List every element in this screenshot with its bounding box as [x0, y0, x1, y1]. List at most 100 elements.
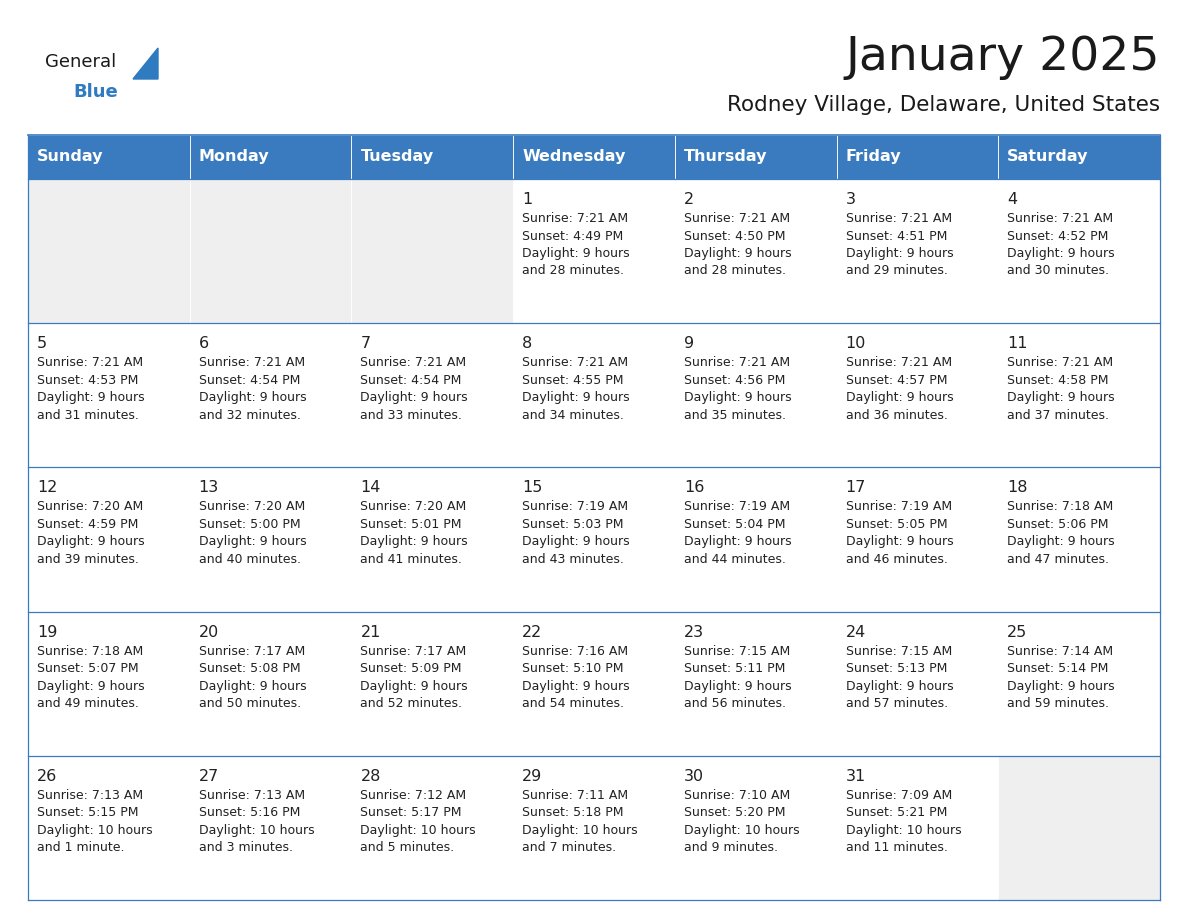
Text: and 50 minutes.: and 50 minutes.	[198, 697, 301, 711]
Text: and 30 minutes.: and 30 minutes.	[1007, 264, 1110, 277]
Text: 21: 21	[360, 624, 381, 640]
Bar	[836, 467, 998, 611]
Text: 14: 14	[360, 480, 381, 496]
Text: and 36 minutes.: and 36 minutes.	[846, 409, 948, 421]
Text: Sunset: 5:15 PM: Sunset: 5:15 PM	[37, 806, 139, 819]
Text: 10: 10	[846, 336, 866, 352]
Text: Sunrise: 7:12 AM: Sunrise: 7:12 AM	[360, 789, 467, 801]
Text: Sunrise: 7:21 AM: Sunrise: 7:21 AM	[360, 356, 467, 369]
Text: 3: 3	[846, 192, 855, 207]
Text: Sunrise: 7:21 AM: Sunrise: 7:21 AM	[37, 356, 143, 369]
Text: Sunrise: 7:21 AM: Sunrise: 7:21 AM	[684, 212, 790, 225]
Text: and 49 minutes.: and 49 minutes.	[37, 697, 139, 711]
Text: 4: 4	[1007, 192, 1017, 207]
Bar	[190, 611, 352, 756]
Text: Sunset: 5:11 PM: Sunset: 5:11 PM	[684, 662, 785, 675]
Text: Sunset: 5:03 PM: Sunset: 5:03 PM	[523, 518, 624, 531]
Text: and 5 minutes.: and 5 minutes.	[360, 841, 455, 855]
Text: and 54 minutes.: and 54 minutes.	[523, 697, 624, 711]
Text: 6: 6	[198, 336, 209, 352]
Text: 25: 25	[1007, 624, 1028, 640]
Text: Sunrise: 7:21 AM: Sunrise: 7:21 AM	[1007, 356, 1113, 369]
Text: Daylight: 9 hours: Daylight: 9 hours	[1007, 391, 1114, 404]
Text: and 39 minutes.: and 39 minutes.	[37, 553, 139, 565]
Text: 2: 2	[684, 192, 694, 207]
Text: Sunrise: 7:21 AM: Sunrise: 7:21 AM	[846, 212, 952, 225]
Bar	[998, 179, 1159, 323]
Bar	[836, 135, 998, 179]
Text: Rodney Village, Delaware, United States: Rodney Village, Delaware, United States	[727, 95, 1159, 115]
Text: Sunset: 4:49 PM: Sunset: 4:49 PM	[523, 230, 624, 242]
Text: Sunset: 5:16 PM: Sunset: 5:16 PM	[198, 806, 301, 819]
Bar	[352, 135, 513, 179]
Text: Sunrise: 7:21 AM: Sunrise: 7:21 AM	[523, 356, 628, 369]
Bar	[29, 756, 190, 900]
Text: 16: 16	[684, 480, 704, 496]
Text: Sunset: 5:21 PM: Sunset: 5:21 PM	[846, 806, 947, 819]
Text: and 28 minutes.: and 28 minutes.	[523, 264, 624, 277]
Text: Sunset: 5:13 PM: Sunset: 5:13 PM	[846, 662, 947, 675]
Text: Sunrise: 7:10 AM: Sunrise: 7:10 AM	[684, 789, 790, 801]
Text: and 28 minutes.: and 28 minutes.	[684, 264, 785, 277]
Bar	[513, 323, 675, 467]
Text: Daylight: 9 hours: Daylight: 9 hours	[198, 391, 307, 404]
Text: 28: 28	[360, 768, 381, 784]
Text: Daylight: 9 hours: Daylight: 9 hours	[360, 391, 468, 404]
Bar	[836, 179, 998, 323]
Bar	[675, 135, 836, 179]
Bar	[352, 179, 513, 323]
Text: and 41 minutes.: and 41 minutes.	[360, 553, 462, 565]
Text: Daylight: 10 hours: Daylight: 10 hours	[37, 823, 152, 837]
Text: Sunset: 5:04 PM: Sunset: 5:04 PM	[684, 518, 785, 531]
Bar	[190, 323, 352, 467]
Text: Daylight: 9 hours: Daylight: 9 hours	[523, 679, 630, 692]
Bar	[29, 179, 190, 323]
Text: and 57 minutes.: and 57 minutes.	[846, 697, 948, 711]
Text: Sunrise: 7:21 AM: Sunrise: 7:21 AM	[523, 212, 628, 225]
Text: and 1 minute.: and 1 minute.	[37, 841, 125, 855]
Bar	[836, 323, 998, 467]
Text: Daylight: 10 hours: Daylight: 10 hours	[684, 823, 800, 837]
Text: Sunrise: 7:14 AM: Sunrise: 7:14 AM	[1007, 644, 1113, 657]
Text: Daylight: 10 hours: Daylight: 10 hours	[523, 823, 638, 837]
Text: Sunset: 4:51 PM: Sunset: 4:51 PM	[846, 230, 947, 242]
Text: Sunrise: 7:19 AM: Sunrise: 7:19 AM	[684, 500, 790, 513]
Bar	[513, 611, 675, 756]
Text: Sunset: 4:57 PM: Sunset: 4:57 PM	[846, 374, 947, 386]
Text: 13: 13	[198, 480, 219, 496]
Text: Sunrise: 7:18 AM: Sunrise: 7:18 AM	[37, 644, 144, 657]
Text: 26: 26	[37, 768, 57, 784]
Text: Daylight: 9 hours: Daylight: 9 hours	[360, 679, 468, 692]
Text: Sunset: 5:00 PM: Sunset: 5:00 PM	[198, 518, 301, 531]
Text: and 3 minutes.: and 3 minutes.	[198, 841, 292, 855]
Bar	[190, 179, 352, 323]
Text: Wednesday: Wednesday	[523, 150, 626, 164]
Text: Daylight: 9 hours: Daylight: 9 hours	[1007, 247, 1114, 260]
Text: Sunrise: 7:11 AM: Sunrise: 7:11 AM	[523, 789, 628, 801]
Text: Sunset: 5:05 PM: Sunset: 5:05 PM	[846, 518, 947, 531]
Text: Daylight: 9 hours: Daylight: 9 hours	[523, 535, 630, 548]
Text: General: General	[45, 53, 116, 71]
Text: Sunset: 4:58 PM: Sunset: 4:58 PM	[1007, 374, 1108, 386]
Text: Daylight: 9 hours: Daylight: 9 hours	[684, 679, 791, 692]
Text: Sunrise: 7:21 AM: Sunrise: 7:21 AM	[198, 356, 305, 369]
Text: 20: 20	[198, 624, 219, 640]
Text: Sunrise: 7:21 AM: Sunrise: 7:21 AM	[846, 356, 952, 369]
Text: and 56 minutes.: and 56 minutes.	[684, 697, 785, 711]
Text: 27: 27	[198, 768, 219, 784]
Bar	[190, 467, 352, 611]
Text: Sunset: 4:59 PM: Sunset: 4:59 PM	[37, 518, 138, 531]
Text: Sunrise: 7:18 AM: Sunrise: 7:18 AM	[1007, 500, 1113, 513]
Bar	[352, 756, 513, 900]
Bar	[190, 756, 352, 900]
Bar	[190, 135, 352, 179]
Text: 15: 15	[523, 480, 543, 496]
Text: and 46 minutes.: and 46 minutes.	[846, 553, 948, 565]
Text: and 59 minutes.: and 59 minutes.	[1007, 697, 1110, 711]
Bar	[998, 135, 1159, 179]
Text: Daylight: 9 hours: Daylight: 9 hours	[198, 535, 307, 548]
Text: 12: 12	[37, 480, 57, 496]
Text: Sunset: 5:07 PM: Sunset: 5:07 PM	[37, 662, 139, 675]
Text: Sunrise: 7:19 AM: Sunrise: 7:19 AM	[523, 500, 628, 513]
Bar	[513, 467, 675, 611]
